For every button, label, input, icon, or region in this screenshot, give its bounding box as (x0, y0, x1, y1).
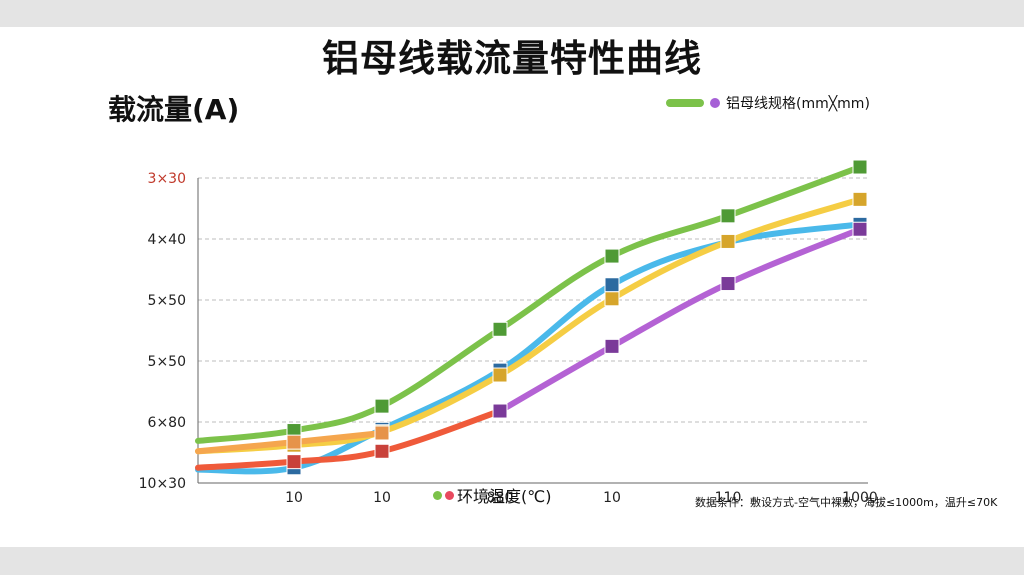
legend-label: 铝母线规格(mm╳mm) (726, 96, 870, 112)
data-point-marker (852, 221, 868, 237)
data-point-marker (492, 403, 508, 419)
data-point-marker (720, 276, 736, 292)
legend-dot-swatch (710, 98, 720, 108)
y-tick-label: 4×40 (148, 232, 186, 248)
x-tick-label: 880 (487, 490, 514, 506)
legend: 铝母线规格(mm╳mm) (666, 93, 870, 113)
series-markers (286, 159, 868, 476)
y-tick-label: 6×80 (148, 415, 186, 431)
legend-line-swatch (666, 99, 704, 107)
data-point-marker (852, 191, 868, 207)
x-axis-title-text: 环境温度(℃) (457, 487, 552, 506)
series-line-1 (195, 164, 863, 444)
y-axis-title: 载流量(A) (108, 93, 240, 126)
data-point-marker (720, 208, 736, 224)
chart-title: 铝母线载流量特性曲线 (322, 37, 702, 80)
x-tick-labels: 10 10 880 10 110 1000 (285, 490, 878, 506)
y-tick-label: 5×50 (148, 293, 186, 309)
series-line-5 (497, 226, 863, 415)
data-point-marker (604, 277, 620, 293)
x-title-dot-green (433, 490, 442, 500)
x-axis-title: 环境温度(℃) (433, 483, 551, 507)
data-point-marker (374, 398, 390, 414)
y-tick-labels: 3×30 4×40 5×50 5×50 6×80 10×30 (139, 171, 186, 492)
chart-card (0, 27, 1024, 547)
data-point-marker (286, 454, 302, 470)
x-tick-label: 10 (373, 490, 391, 506)
data-point-marker (720, 233, 736, 249)
data-point-marker (286, 434, 302, 450)
x-tick-label: 1000 (842, 490, 878, 506)
data-point-marker (374, 425, 390, 441)
data-point-marker (604, 338, 620, 354)
x-title-dot-red (445, 490, 454, 500)
axes (197, 178, 868, 484)
x-tick-label: 10 (285, 490, 303, 506)
grid-lines (198, 177, 868, 423)
data-point-marker (604, 248, 620, 264)
data-point-marker (604, 291, 620, 307)
y-tick-label: 10×30 (139, 476, 186, 492)
y-tick-label: 3×30 (148, 171, 186, 187)
y-tick-label: 5×50 (148, 354, 186, 370)
data-point-marker (852, 159, 868, 175)
footnote: 数据条件：敷设方式-空气中裸敷，海拔≤1000m，温升≤70K (695, 496, 998, 509)
data-point-marker (492, 321, 508, 337)
data-point-marker (492, 367, 508, 383)
x-tick-label: 110 (715, 490, 742, 506)
x-tick-label: 10 (603, 490, 621, 506)
series-line-4 (195, 408, 503, 471)
data-point-marker (374, 443, 390, 459)
